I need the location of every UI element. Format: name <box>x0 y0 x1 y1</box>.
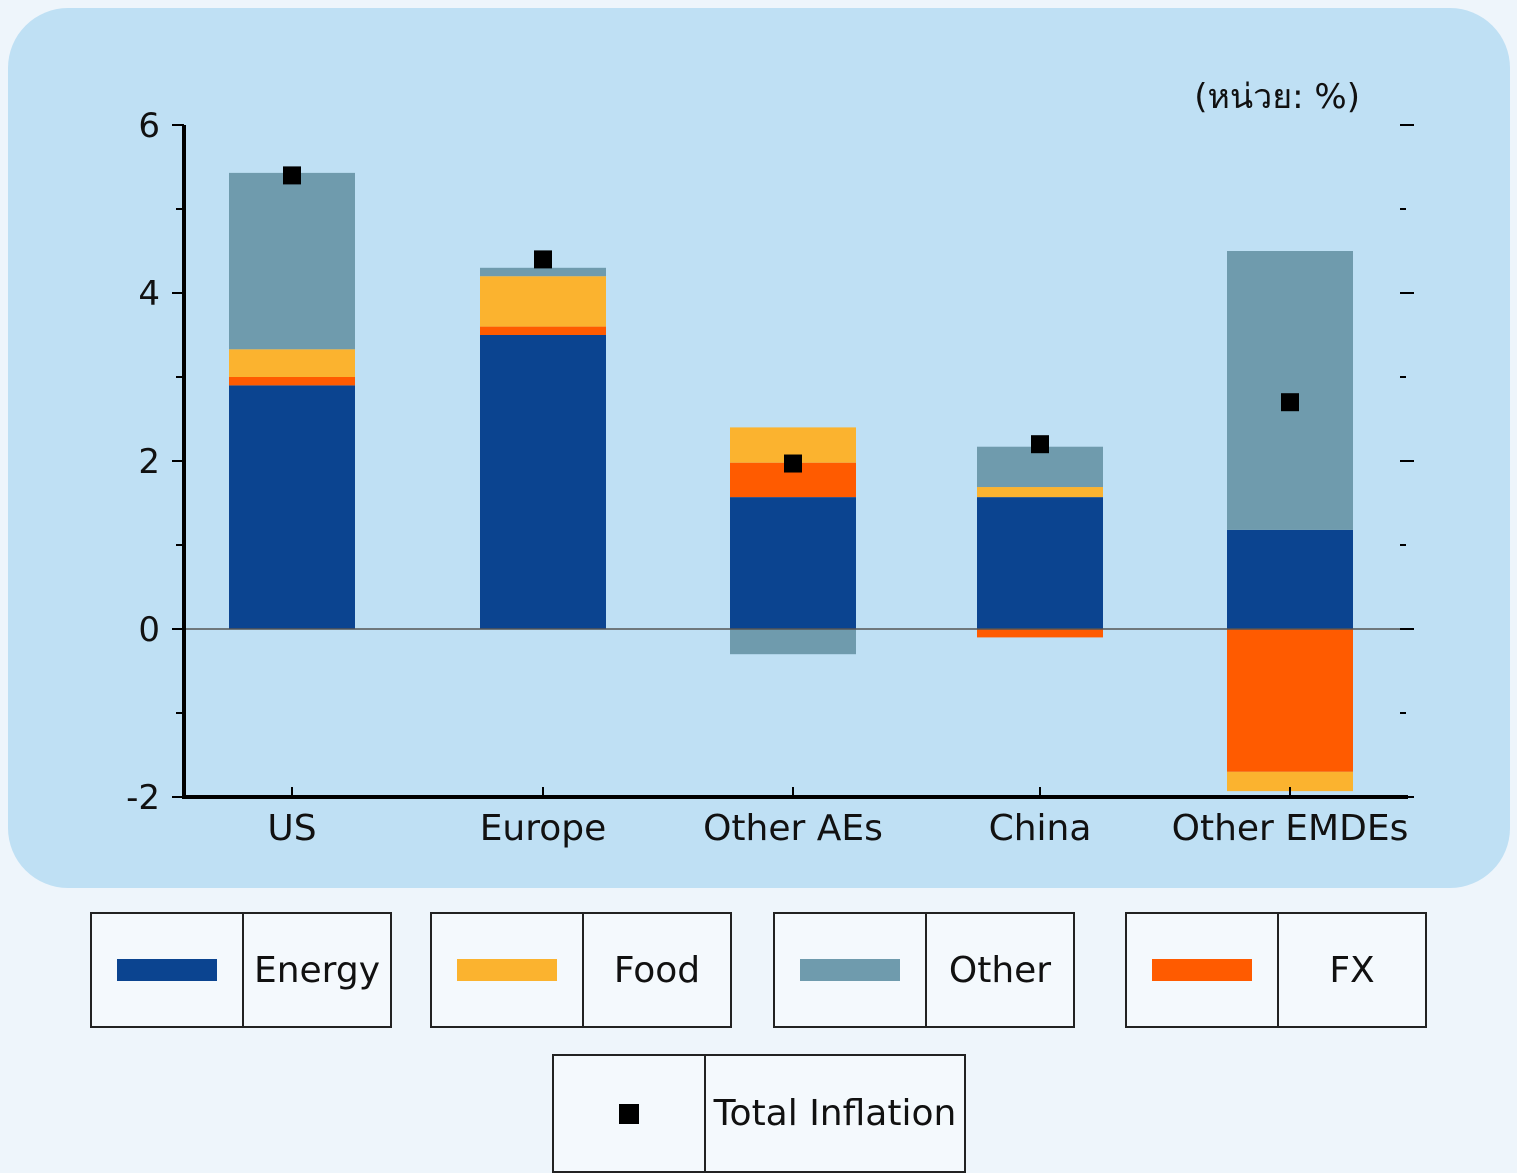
bar-segment-other <box>229 172 355 350</box>
legend-item-other: Other <box>773 912 1075 1028</box>
x-category-label: Europe <box>480 808 607 849</box>
stacked-bar-chart: (หน่วย: %) -2 0 2 4 6 US Europe Other AEs China O… <box>126 77 1414 849</box>
bar-segment-other <box>480 267 606 277</box>
legend-item-fx: FX <box>1125 912 1427 1028</box>
x-category-label: China <box>989 808 1092 849</box>
bar-segment-food <box>480 276 606 327</box>
chart-panel: (หน่วย: %) -2 0 2 4 6 US Europe Other AEs China O… <box>8 8 1510 888</box>
total-inflation-marker <box>1281 393 1299 412</box>
y-tick-label: 2 <box>138 442 160 482</box>
legend-swatch-cell <box>92 914 244 1026</box>
legend-label-other: Other <box>948 949 1052 991</box>
markers-layer <box>283 166 1299 473</box>
bar-segment-food <box>229 349 355 377</box>
y-tick-label: 4 <box>138 274 160 314</box>
bar-segment-other <box>1227 251 1353 530</box>
y-tick-label: -2 <box>126 778 160 818</box>
total-inflation-marker <box>1031 435 1049 454</box>
legend-swatch-cell <box>432 914 584 1026</box>
legend-swatch-other <box>800 959 900 981</box>
bar-segment-fx <box>1227 629 1353 772</box>
legend-swatch-energy <box>117 959 217 981</box>
legend-swatch-cell <box>554 1056 706 1171</box>
legend-label-food: Food <box>613 949 701 991</box>
y-tick-label: 0 <box>138 610 160 650</box>
legend-label-energy: Energy <box>253 949 381 991</box>
legend-item-energy: Energy <box>90 912 392 1028</box>
bar-segment-food <box>977 487 1103 498</box>
bar-segment-energy <box>229 385 355 629</box>
bar-segment-energy <box>480 335 606 629</box>
legend-swatch-food <box>457 959 557 981</box>
legend-marker-total-inflation <box>619 1103 639 1124</box>
axes-layer: -2 0 2 4 6 US Europe Other AEs China Other EMDEs <box>126 106 1414 849</box>
bar-segment-food <box>1227 771 1353 792</box>
total-inflation-marker <box>283 166 301 185</box>
legend-swatch-cell <box>775 914 927 1026</box>
bar-segment-energy <box>730 497 856 629</box>
legend-item-total-inflation: Total Inflation <box>552 1054 966 1173</box>
legend-swatch-fx <box>1152 959 1252 981</box>
bar-segment-other <box>977 446 1103 488</box>
bar-segment-other <box>730 629 856 655</box>
bar-segment-fx <box>977 629 1103 638</box>
x-category-label: US <box>267 808 316 849</box>
bar-segment-fx <box>480 326 606 335</box>
legend-label-fx: FX <box>1329 949 1375 991</box>
legend-label-total-inflation: Total Inflation <box>713 1093 957 1134</box>
bar-segment-energy <box>1227 529 1353 629</box>
legend-item-food: Food <box>430 912 732 1028</box>
legend-swatch-cell <box>1127 914 1279 1026</box>
x-category-label: Other AEs <box>703 808 883 849</box>
unit-label: (หน่วย: %) <box>1194 77 1360 117</box>
bar-segment-fx <box>229 377 355 386</box>
y-tick-label: 6 <box>138 106 160 146</box>
bar-segment-energy <box>977 497 1103 629</box>
bars-layer <box>229 172 1353 792</box>
total-inflation-marker <box>534 250 552 269</box>
total-inflation-marker <box>784 454 802 473</box>
x-category-label: Other EMDEs <box>1172 808 1409 849</box>
